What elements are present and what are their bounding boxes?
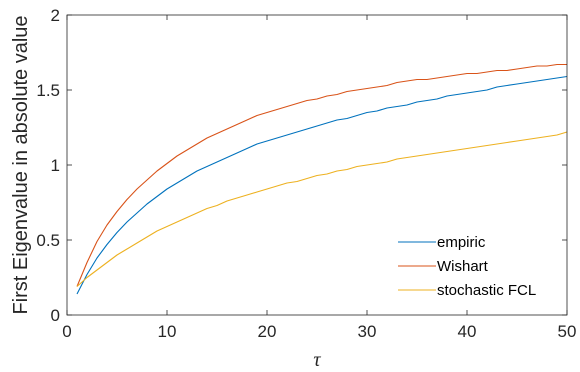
x-tick-label: 0 — [62, 322, 71, 341]
y-tick-label: 2 — [51, 6, 60, 25]
y-tick-label: 0.5 — [36, 231, 60, 250]
plot-area — [67, 15, 567, 315]
x-axis-label: τ — [313, 349, 321, 371]
series-layer — [76, 63, 568, 295]
y-tick-label: 0 — [51, 306, 60, 325]
axes: 0 10 20 30 40 50 0 0.5 1 1.5 2 τ First Eigenvalue in… — [10, 6, 576, 371]
series-line-empiric — [76, 75, 568, 295]
x-tick-label: 20 — [258, 322, 277, 341]
x-tick-label: 50 — [558, 322, 577, 341]
x-tick-label: 30 — [358, 322, 377, 341]
y-tick-label: 1.5 — [36, 81, 60, 100]
legend-label-empiric: empiric — [437, 234, 486, 251]
y-tick-label: 1 — [51, 156, 60, 175]
legend-label-wishart: Wishart — [437, 258, 489, 275]
series-line-wishart — [76, 63, 567, 287]
legend: empiric Wishart stochastic FCL — [398, 234, 536, 299]
series-line-stochastic-fcl — [76, 131, 568, 287]
y-axis-label: First Eigenvalue in absolute value — [10, 15, 32, 314]
legend-label-stochastic-fcl: stochastic FCL — [437, 282, 536, 299]
x-tick-label: 10 — [158, 322, 177, 341]
plot-background — [67, 15, 567, 315]
x-tick-label: 40 — [458, 322, 477, 341]
